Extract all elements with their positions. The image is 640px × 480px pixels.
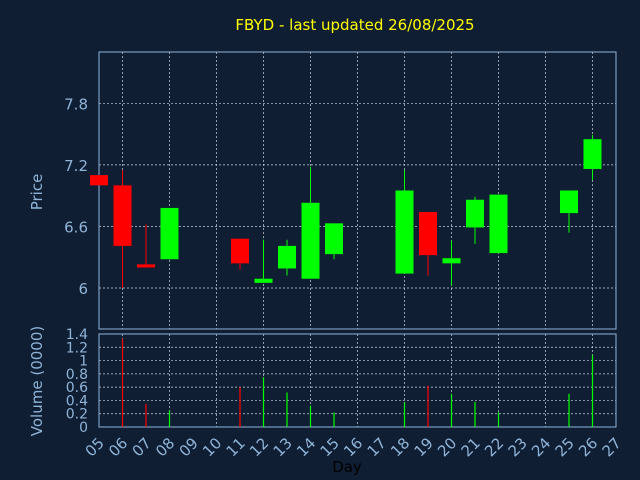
- volume-bar-12: [262, 377, 265, 427]
- candle-body: [137, 264, 155, 268]
- candle-body: [301, 202, 320, 279]
- volume-bar-15: [333, 412, 335, 427]
- candle-body: [254, 278, 273, 283]
- candle-body: [489, 194, 508, 254]
- candles: [90, 135, 602, 288]
- volume-bar-07: [145, 403, 147, 427]
- volume-bar-19: [427, 385, 429, 427]
- candle-22: [489, 194, 508, 254]
- day-axis-label: Day: [332, 458, 362, 476]
- candle-08: [160, 207, 179, 260]
- volume-tick-label: 0.4: [66, 393, 88, 409]
- candle-body: [113, 185, 132, 246]
- volume-tick-label: 0.2: [66, 407, 88, 423]
- volume-tick-label: 0: [79, 420, 88, 436]
- volume-bar-13: [286, 392, 288, 427]
- price-axis-label: Price: [28, 174, 46, 211]
- candle-11: [231, 238, 249, 270]
- price-tick-label: 6.6: [64, 218, 88, 236]
- candle-body: [278, 245, 296, 269]
- candle-07: [137, 224, 155, 268]
- candle-body: [160, 207, 179, 260]
- candle-26: [583, 135, 602, 181]
- candle-body: [560, 190, 578, 214]
- candle-body: [419, 212, 437, 256]
- day-axis-ticks: 0506070809101112131415161718192021222324…: [82, 434, 625, 460]
- volume-bar-11: [239, 387, 241, 427]
- price-axis-ticks: 6 6.6 7.2 7.8: [64, 95, 88, 298]
- volume-bar-06: [121, 338, 124, 427]
- candle-21: [466, 196, 484, 244]
- candle-body: [395, 190, 414, 274]
- candle-19: [419, 212, 437, 276]
- volume-axis-label: Volume (0000): [28, 326, 46, 436]
- volume-bar-22: [497, 412, 500, 427]
- candle-05: [90, 175, 108, 186]
- volume-bar-26: [591, 355, 594, 427]
- volume-axis-ticks: 00.20.40.60.811.21.4: [66, 327, 88, 436]
- volume-bar-14: [309, 405, 312, 427]
- volume-bar-25: [568, 393, 570, 427]
- candle-14: [301, 166, 320, 279]
- volume-bar-18: [403, 402, 406, 427]
- volume-tick-label: 0.6: [66, 380, 88, 396]
- volume-tick-label: 1.2: [66, 340, 88, 356]
- candle-20: [442, 240, 461, 286]
- volume-plot-frame: [98, 333, 617, 428]
- volume-bars: [121, 338, 594, 427]
- price-plot-frame: [98, 51, 617, 330]
- candle-body: [442, 258, 461, 264]
- volume-tick-label: 1: [79, 354, 88, 370]
- candle-body: [325, 223, 343, 255]
- volume-bar-20: [450, 393, 453, 427]
- candle-15: [325, 223, 343, 260]
- price-tick-label: 7.2: [64, 157, 88, 175]
- candle-body: [466, 199, 484, 228]
- candle-12: [254, 239, 273, 283]
- candle-13: [278, 239, 296, 276]
- chart-title: FBYD - last updated 26/08/2025: [235, 16, 474, 34]
- volume-tick-label: 0.8: [66, 367, 88, 383]
- volume-bar-21: [474, 401, 476, 427]
- candle-body: [231, 238, 249, 264]
- candle-06: [113, 169, 132, 288]
- price-tick-label: 7.8: [64, 95, 88, 113]
- candle-25: [560, 190, 578, 233]
- candle-body: [583, 139, 602, 169]
- price-tick-label: 6: [78, 280, 88, 298]
- candle-body: [90, 175, 108, 186]
- volume-tick-label: 1.4: [66, 327, 88, 343]
- candle-18: [395, 169, 414, 274]
- volume-bar-08: [168, 410, 171, 427]
